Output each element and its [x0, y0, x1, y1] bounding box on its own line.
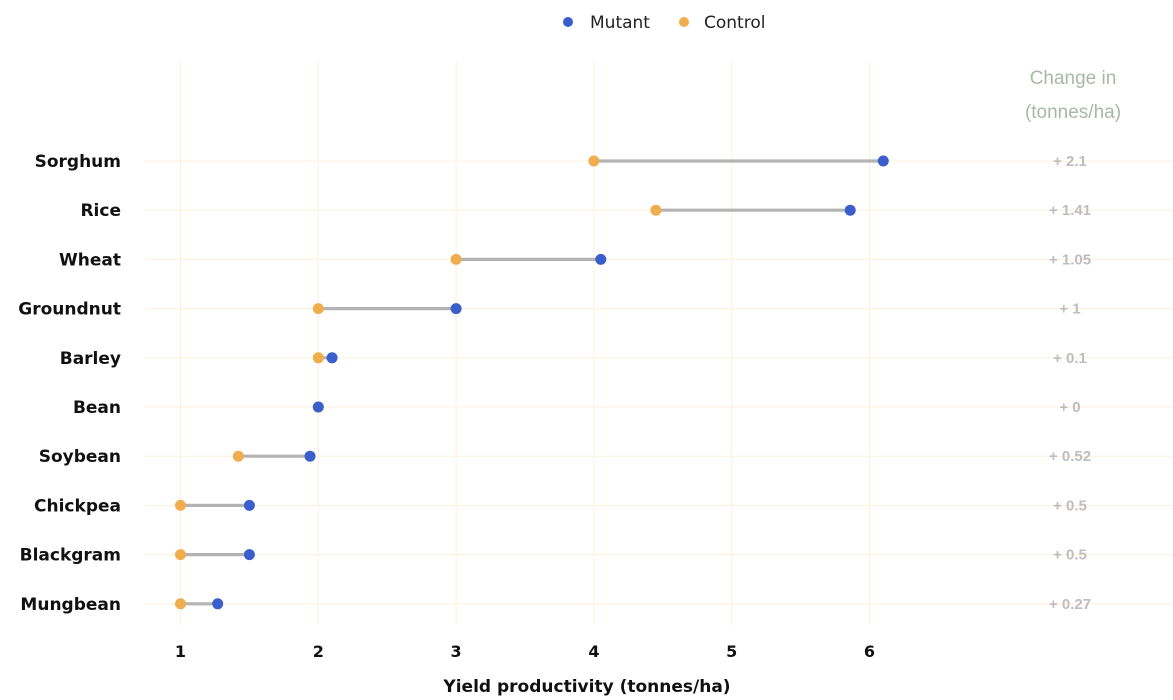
change-value-label: + 0 [1059, 399, 1080, 416]
row-mungbean: Mungbean + 0.27 [20, 595, 1091, 615]
x-tick-label: 1 [175, 642, 186, 661]
control-point [650, 204, 662, 216]
mutant-point [243, 499, 255, 511]
legend-label-mutant: Mutant [590, 13, 650, 33]
legend-marker-control [679, 17, 689, 27]
change-value-label: + 1 [1059, 301, 1080, 318]
x-tick-label: 6 [864, 642, 875, 661]
change-value-label: + 1.05 [1049, 251, 1091, 268]
category-label: Bean [73, 398, 121, 418]
change-title-line-1: Change in [1030, 68, 1117, 89]
x-tick-label: 5 [726, 642, 737, 661]
row-groundnut: Groundnut + 1 [18, 300, 1080, 320]
change-value-label: + 0.27 [1049, 596, 1091, 613]
x-axis: 1 2 3 4 5 6 [175, 642, 875, 661]
control-point [450, 253, 462, 265]
legend: Mutant Control [563, 13, 765, 33]
mutant-point [450, 303, 462, 315]
x-tick-label: 3 [451, 642, 462, 661]
row-bean: Bean + 0 [73, 398, 1081, 418]
change-value-label: + 0.1 [1053, 350, 1087, 367]
category-label: Soybean [39, 447, 121, 467]
category-label: Barley [60, 349, 121, 369]
mutant-point [595, 253, 607, 265]
category-label: Chickpea [34, 496, 121, 516]
mutant-point [243, 549, 255, 561]
grid-lines [145, 62, 1173, 625]
category-label: Blackgram [20, 546, 121, 566]
row-soybean: Soybean + 0.52 [39, 447, 1091, 467]
row-blackgram: Blackgram + 0.5 [20, 546, 1087, 566]
control-point [232, 450, 244, 462]
category-label: Wheat [59, 250, 121, 270]
control-point [175, 499, 186, 511]
x-tick-label: 4 [588, 642, 599, 661]
change-value-label: + 2.1 [1053, 153, 1087, 170]
row-chickpea: Chickpea + 0.5 [34, 496, 1087, 516]
change-value-label: + 0.5 [1053, 497, 1087, 514]
change-value-label: + 1.41 [1049, 202, 1091, 219]
control-point [175, 549, 186, 561]
row-rice: Rice + 1.41 [80, 201, 1091, 221]
legend-label-control: Control [704, 13, 765, 33]
category-label: Sorghum [35, 152, 121, 172]
mutant-point [326, 352, 338, 364]
control-point [588, 155, 600, 167]
category-label: Groundnut [18, 300, 121, 320]
change-title-line-2: (tonnes/ha) [1025, 102, 1121, 123]
row-sorghum: Sorghum + 2.1 [35, 152, 1087, 172]
mutant-point [212, 598, 224, 610]
control-point [175, 598, 186, 610]
plot-rows: Sorghum + 2.1 Rice + 1.41 Wheat + 1.05 Groundn… [18, 152, 1091, 615]
mutant-point [877, 155, 889, 167]
control-point [312, 303, 324, 315]
row-wheat: Wheat + 1.05 [59, 250, 1091, 270]
x-axis-title: Yield productivity (tonnes/ha) [442, 677, 730, 697]
row-barley: Barley + 0.1 [60, 349, 1087, 369]
category-label: Rice [80, 201, 121, 221]
mutant-point [844, 204, 856, 216]
mutant-point [304, 450, 316, 462]
mutant-point [312, 401, 324, 413]
category-label: Mungbean [20, 595, 121, 615]
control-point [312, 352, 324, 364]
change-value-label: + 0.5 [1053, 547, 1087, 564]
change-value-label: + 0.52 [1049, 448, 1091, 465]
x-tick-label: 2 [313, 642, 324, 661]
legend-marker-mutant [563, 17, 573, 27]
change-column-title: Change in (tonnes/ha) [1025, 68, 1121, 123]
